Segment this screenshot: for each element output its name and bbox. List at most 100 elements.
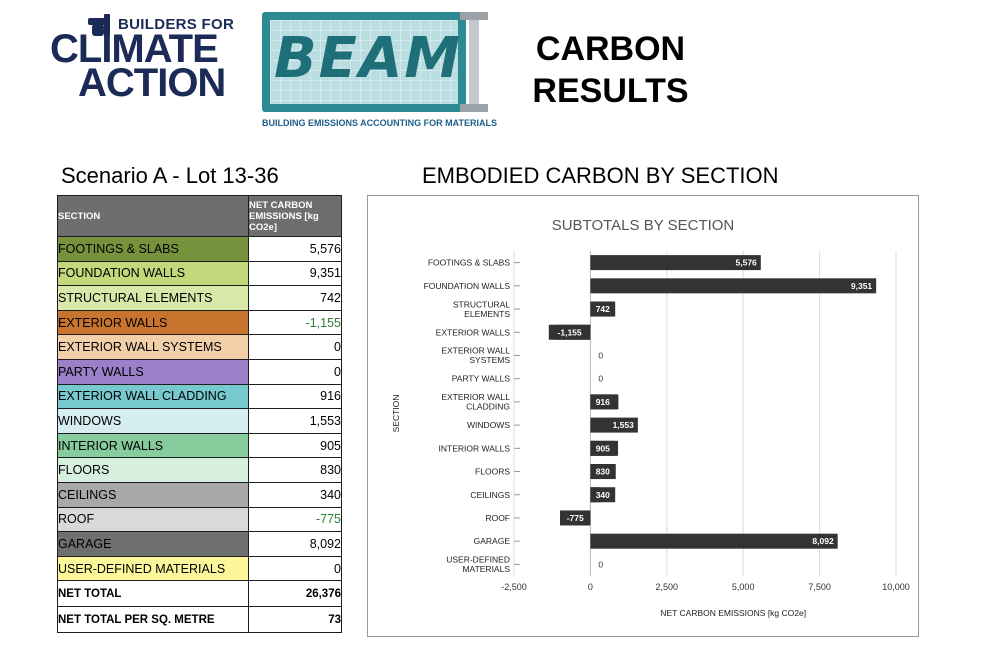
beam-logo-box: BEAM — [262, 12, 466, 112]
table-row: STRUCTURAL ELEMENTS 742 — [57, 285, 342, 311]
table-row: CEILINGS 340 — [57, 481, 342, 508]
table-row: FOOTINGS & SLABS 5,576 — [57, 236, 342, 262]
category-label: WINDOWS — [467, 420, 510, 430]
page-title-line1: CARBON — [535, 30, 686, 68]
value-cell: -775 — [248, 506, 342, 533]
category-label: USER-DEFINED — [446, 555, 510, 565]
value-cell: 0 — [248, 555, 342, 582]
net-total-label: NET TOTAL — [57, 580, 249, 608]
net-total-per-sqm-value: 73 — [248, 606, 342, 634]
value-cell: 742 — [248, 285, 342, 311]
bar-label-badge — [548, 324, 591, 340]
value-cell: 830 — [248, 457, 342, 483]
bar-label-badge — [590, 487, 616, 503]
bar — [590, 255, 761, 271]
value-cell: 9,351 — [248, 260, 342, 287]
x-tick-label: 0 — [588, 582, 593, 592]
table-row: GARAGE 8,092 — [57, 531, 342, 557]
bar-label-badge — [560, 510, 591, 526]
scenario-title: Scenario A - Lot 13-36 — [61, 163, 279, 188]
category-label: INTERIOR WALLS — [439, 443, 511, 453]
page-title: CARBON RESULTS — [508, 28, 713, 112]
bar-value-label: 0 — [598, 559, 603, 569]
table-row: INTERIOR WALLS 905 — [57, 432, 342, 459]
i-beam-icon — [460, 12, 488, 112]
x-tick-label: 5,000 — [732, 582, 755, 592]
column-header-section: SECTION — [57, 195, 249, 237]
section-cell: STRUCTURAL ELEMENTS — [57, 285, 249, 311]
bar-value-label: 742 — [596, 304, 610, 314]
value-cell: 5,576 — [248, 236, 342, 262]
category-label: EXTERIOR WALL — [441, 346, 510, 356]
bar-value-label: 1,553 — [613, 420, 635, 430]
table-row: WINDOWS 1,553 — [57, 408, 342, 434]
section-cell: EXTERIOR WALLS — [57, 309, 249, 336]
chart-frame: SUBTOTALS BY SECTION -2,500 0 2,500 5,000 7,5… — [367, 195, 919, 637]
bfca-line3: ACTION — [78, 61, 226, 105]
beam-word: BEAM — [274, 26, 463, 91]
bar-value-label: -1,155 — [558, 327, 582, 337]
net-total-row: NET TOTAL 26,376 — [57, 580, 342, 608]
subtotals-bar-chart: SUBTOTALS BY SECTION -2,500 0 2,500 5,000 7,5… — [391, 217, 910, 618]
category-label: CEILINGS — [470, 490, 510, 500]
bar-label-badge — [590, 464, 616, 480]
page-title-line2: RESULTS — [532, 72, 689, 110]
section-cell: GARAGE — [57, 531, 249, 557]
table-row: USER-DEFINED MATERIALS 0 — [57, 555, 342, 582]
category-label: STRUCTURAL — [453, 299, 510, 309]
table-row: PARTY WALLS 0 — [57, 358, 342, 385]
beam-logo: BEAM BUILDING EMISSIONS ACCOUNTING FOR M… — [262, 12, 497, 132]
value-cell: 905 — [248, 432, 342, 459]
category-label: ROOF — [485, 513, 510, 523]
x-tick-label: 7,500 — [808, 582, 831, 592]
section-cell: PARTY WALLS — [57, 358, 249, 385]
bar-value-label: 340 — [596, 490, 610, 500]
x-tick-label: -2,500 — [501, 582, 527, 592]
value-cell: 0 — [248, 334, 342, 360]
bar-label-badge — [590, 394, 616, 410]
y-axis-label: SECTION — [391, 395, 401, 433]
category-label: FLOORS — [475, 467, 510, 477]
bar-value-label: 0 — [598, 350, 603, 360]
category-label: EXTERIOR WALL — [441, 392, 510, 402]
section-cell: WINDOWS — [57, 408, 249, 434]
section-cell: EXTERIOR WALL CLADDING — [57, 383, 249, 410]
bar-label-badge — [590, 440, 616, 456]
value-cell: 0 — [248, 358, 342, 385]
bar-value-label: 8,092 — [812, 536, 834, 546]
bar-value-label: 905 — [596, 443, 610, 453]
table-row: EXTERIOR WALL CLADDING 916 — [57, 383, 342, 410]
column-header-net-carbon: NET CARBON EMISSIONS [kg CO2e] — [248, 195, 342, 237]
table-header-row: SECTION NET CARBON EMISSIONS [kg CO2e] — [57, 195, 342, 237]
fist-hammer-icon — [88, 14, 110, 36]
x-axis-label: NET CARBON EMISSIONS [kg CO2e] — [660, 608, 806, 618]
chart-heading: EMBODIED CARBON BY SECTION — [422, 163, 779, 188]
section-cell: USER-DEFINED MATERIALS — [57, 555, 249, 582]
section-cell: EXTERIOR WALL SYSTEMS — [57, 334, 249, 360]
bfca-line2: CLIMATE — [50, 27, 219, 71]
category-label: GARAGE — [474, 536, 511, 546]
table-row: EXTERIOR WALLS -1,155 — [57, 309, 342, 336]
x-tick-label: 10,000 — [882, 582, 910, 592]
section-cell: CEILINGS — [57, 481, 249, 508]
section-cell: ROOF — [57, 506, 249, 533]
category-label: EXTERIOR WALLS — [436, 327, 511, 337]
bar — [590, 278, 877, 294]
net-total-value: 26,376 — [248, 580, 342, 608]
section-cell: FOOTINGS & SLABS — [57, 236, 249, 262]
value-cell: 916 — [248, 383, 342, 410]
beam-subtitle: BUILDING EMISSIONS ACCOUNTING FOR MATERI… — [262, 118, 497, 128]
category-label: MATERIALS — [462, 564, 510, 574]
table-body: FOOTINGS & SLABS 5,576 FOUNDATION WALLS 9,3… — [57, 236, 342, 582]
section-cell: FLOORS — [57, 457, 249, 483]
bar-value-label: 916 — [596, 397, 610, 407]
section-cell: INTERIOR WALLS — [57, 432, 249, 459]
bar-value-label: -775 — [567, 513, 584, 523]
category-label: PARTY WALLS — [452, 374, 511, 384]
chart-title: SUBTOTALS BY SECTION — [552, 217, 735, 234]
bar — [590, 417, 638, 433]
table-row: FOUNDATION WALLS 9,351 — [57, 260, 342, 287]
category-label: CLADDING — [466, 402, 510, 412]
category-label: FOOTINGS & SLABS — [428, 258, 511, 268]
net-total-per-sqm-label: NET TOTAL PER SQ. METRE — [57, 606, 249, 634]
